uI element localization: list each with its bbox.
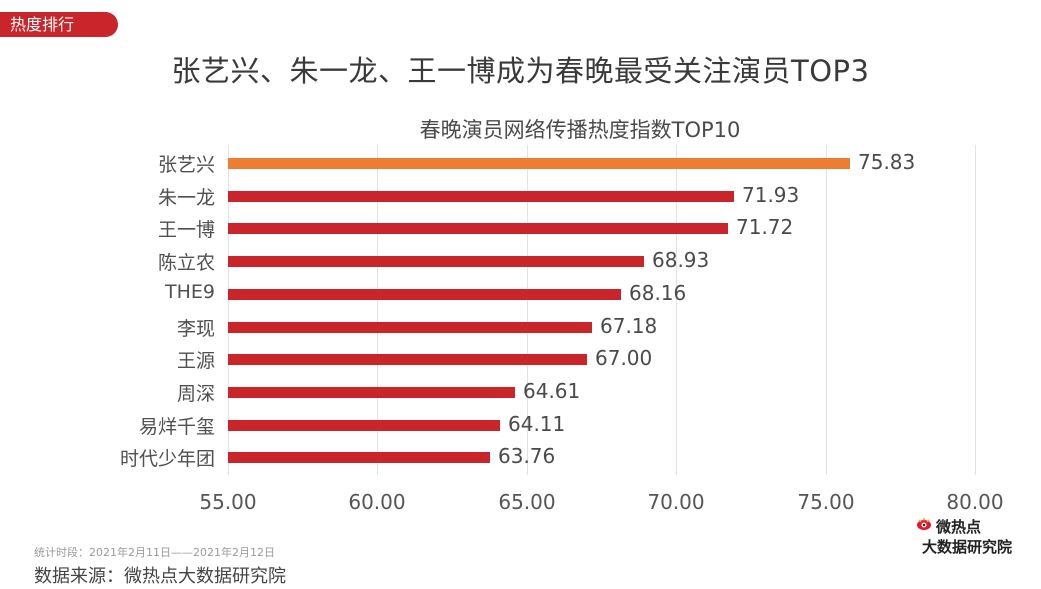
x-tick-label: 75.00 — [797, 490, 855, 514]
x-tick-label: 55.00 — [199, 490, 257, 514]
bar — [228, 386, 515, 398]
x-tick-label: 60.00 — [348, 490, 406, 514]
logo: 微热点 大数据研究院 — [917, 516, 1032, 556]
gridline — [377, 145, 378, 475]
bar — [228, 288, 621, 300]
value-label: 64.11 — [508, 411, 566, 436]
page-title: 张艺兴、朱一龙、王一博成为春晚最受关注演员TOP3 — [171, 54, 870, 88]
category-label: 王源 — [176, 350, 215, 373]
bar — [228, 190, 734, 202]
category-label: 陈立农 — [157, 252, 215, 275]
value-label: 68.93 — [652, 248, 710, 273]
x-tick-label: 80.00 — [946, 490, 1004, 514]
gridline — [676, 145, 677, 475]
category-label: 周深 — [176, 382, 215, 405]
chart-title: 春晚演员网络传播热度指数TOP10 — [419, 118, 741, 142]
data-source: 数据来源：微热点大数据研究院 — [34, 566, 286, 587]
weibo-eye-icon — [917, 518, 931, 530]
bar — [228, 158, 850, 169]
category-label: 易烊千玺 — [138, 415, 215, 438]
bar — [228, 452, 490, 464]
x-tick-label: 65.00 — [498, 490, 556, 514]
value-label: 68.16 — [629, 280, 687, 305]
gridline — [527, 145, 528, 475]
category-label: 李现 — [176, 317, 215, 340]
category-label: THE9 — [165, 280, 215, 303]
logo-text-line2: 大数据研究院 — [922, 538, 1013, 556]
category-label: 张艺兴 — [157, 154, 215, 176]
bar — [228, 419, 500, 431]
x-tick-label: 70.00 — [647, 490, 705, 514]
value-label: 67.18 — [600, 313, 658, 338]
logo-text-line1: 微热点 — [936, 518, 982, 536]
value-label: 71.72 — [736, 215, 794, 240]
value-label: 67.00 — [595, 346, 653, 371]
stat-period: 统计时段：2021年2月11日——2021年2月12日 — [34, 546, 275, 559]
gridline — [826, 145, 827, 475]
bar — [228, 223, 728, 235]
gridline — [975, 145, 976, 475]
gridline — [228, 145, 229, 475]
category-label: 时代少年团 — [119, 448, 215, 471]
bar — [228, 354, 587, 366]
category-label: 王一博 — [157, 219, 215, 242]
bar — [228, 321, 592, 333]
bar — [228, 256, 644, 268]
value-label: 71.93 — [742, 182, 800, 207]
category-tag: 热度排行 — [0, 12, 118, 37]
value-label: 64.61 — [523, 378, 581, 403]
value-label: 63.76 — [498, 444, 556, 469]
category-label: 朱一龙 — [157, 186, 215, 209]
value-label: 75.83 — [858, 150, 916, 174]
